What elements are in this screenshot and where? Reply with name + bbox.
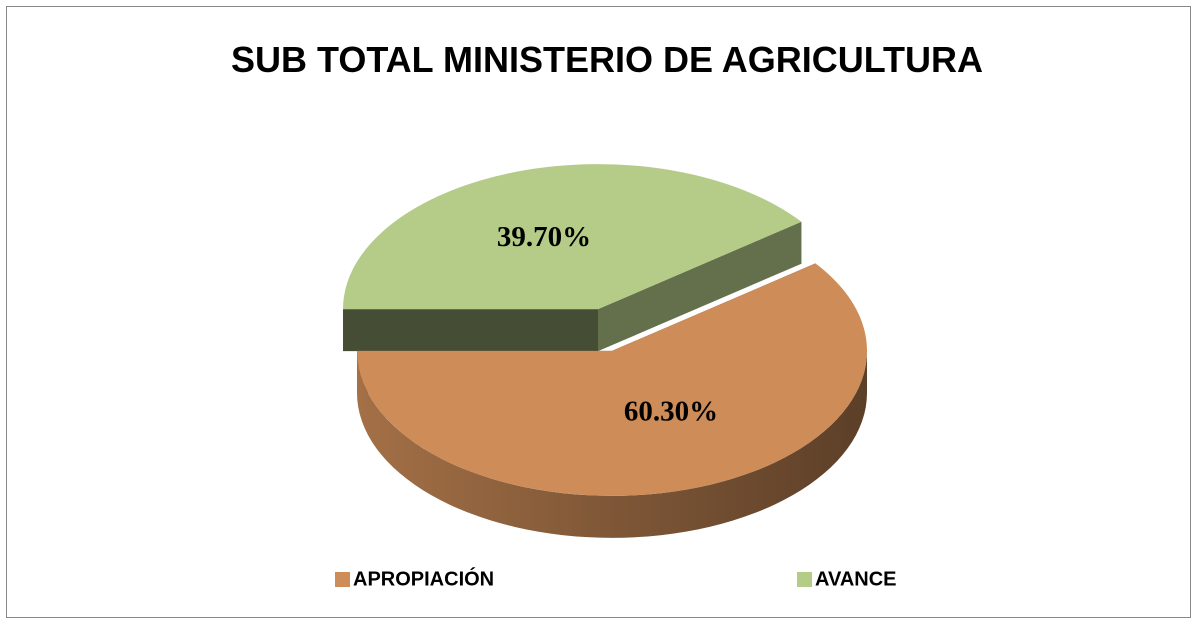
legend-swatch — [797, 572, 812, 587]
data-label: 60.30% — [624, 395, 718, 427]
slice-side — [598, 221, 802, 352]
legend-label: AVANCE — [815, 568, 896, 590]
slice-side — [343, 309, 599, 352]
pie-slice — [356, 263, 867, 538]
slice-wall — [356, 350, 867, 538]
legend-swatch — [335, 572, 350, 587]
data-label: 39.70% — [497, 221, 591, 253]
legend-label: APROPIACIÓN — [353, 566, 494, 590]
slice-top — [356, 263, 867, 496]
pie-slice — [343, 164, 802, 352]
slice-top — [343, 164, 802, 310]
chart-title: SUB TOTAL MINISTERIO DE AGRICULTURA — [231, 39, 983, 80]
